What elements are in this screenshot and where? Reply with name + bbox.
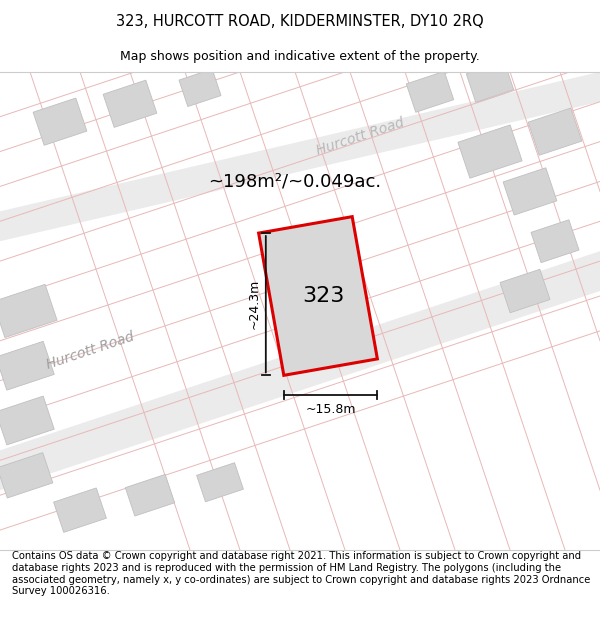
Polygon shape [500, 269, 550, 312]
Polygon shape [0, 72, 600, 241]
Text: ~198m²/~0.049ac.: ~198m²/~0.049ac. [208, 173, 382, 191]
Polygon shape [466, 61, 514, 102]
Text: Hurcott Road: Hurcott Road [44, 329, 136, 372]
Text: Contains OS data © Crown copyright and database right 2021. This information is : Contains OS data © Crown copyright and d… [12, 551, 590, 596]
Polygon shape [0, 284, 57, 338]
Text: 323: 323 [302, 286, 344, 306]
Polygon shape [0, 396, 54, 445]
Polygon shape [531, 220, 579, 262]
Polygon shape [503, 168, 557, 215]
Text: ~24.3m: ~24.3m [248, 279, 261, 329]
Text: Map shows position and indicative extent of the property.: Map shows position and indicative extent… [120, 49, 480, 62]
Polygon shape [125, 474, 175, 516]
Polygon shape [179, 69, 221, 106]
Polygon shape [197, 462, 244, 502]
Polygon shape [33, 98, 87, 145]
Polygon shape [406, 71, 454, 112]
Polygon shape [0, 251, 600, 490]
Polygon shape [0, 341, 54, 390]
Text: Hurcott Road: Hurcott Road [314, 116, 406, 158]
Text: 323, HURCOTT ROAD, KIDDERMINSTER, DY10 2RQ: 323, HURCOTT ROAD, KIDDERMINSTER, DY10 2… [116, 14, 484, 29]
Polygon shape [458, 125, 522, 178]
Polygon shape [0, 452, 53, 498]
Polygon shape [528, 108, 582, 155]
Text: ~15.8m: ~15.8m [305, 403, 356, 416]
Polygon shape [103, 80, 157, 128]
Polygon shape [259, 217, 377, 376]
Polygon shape [53, 488, 106, 532]
